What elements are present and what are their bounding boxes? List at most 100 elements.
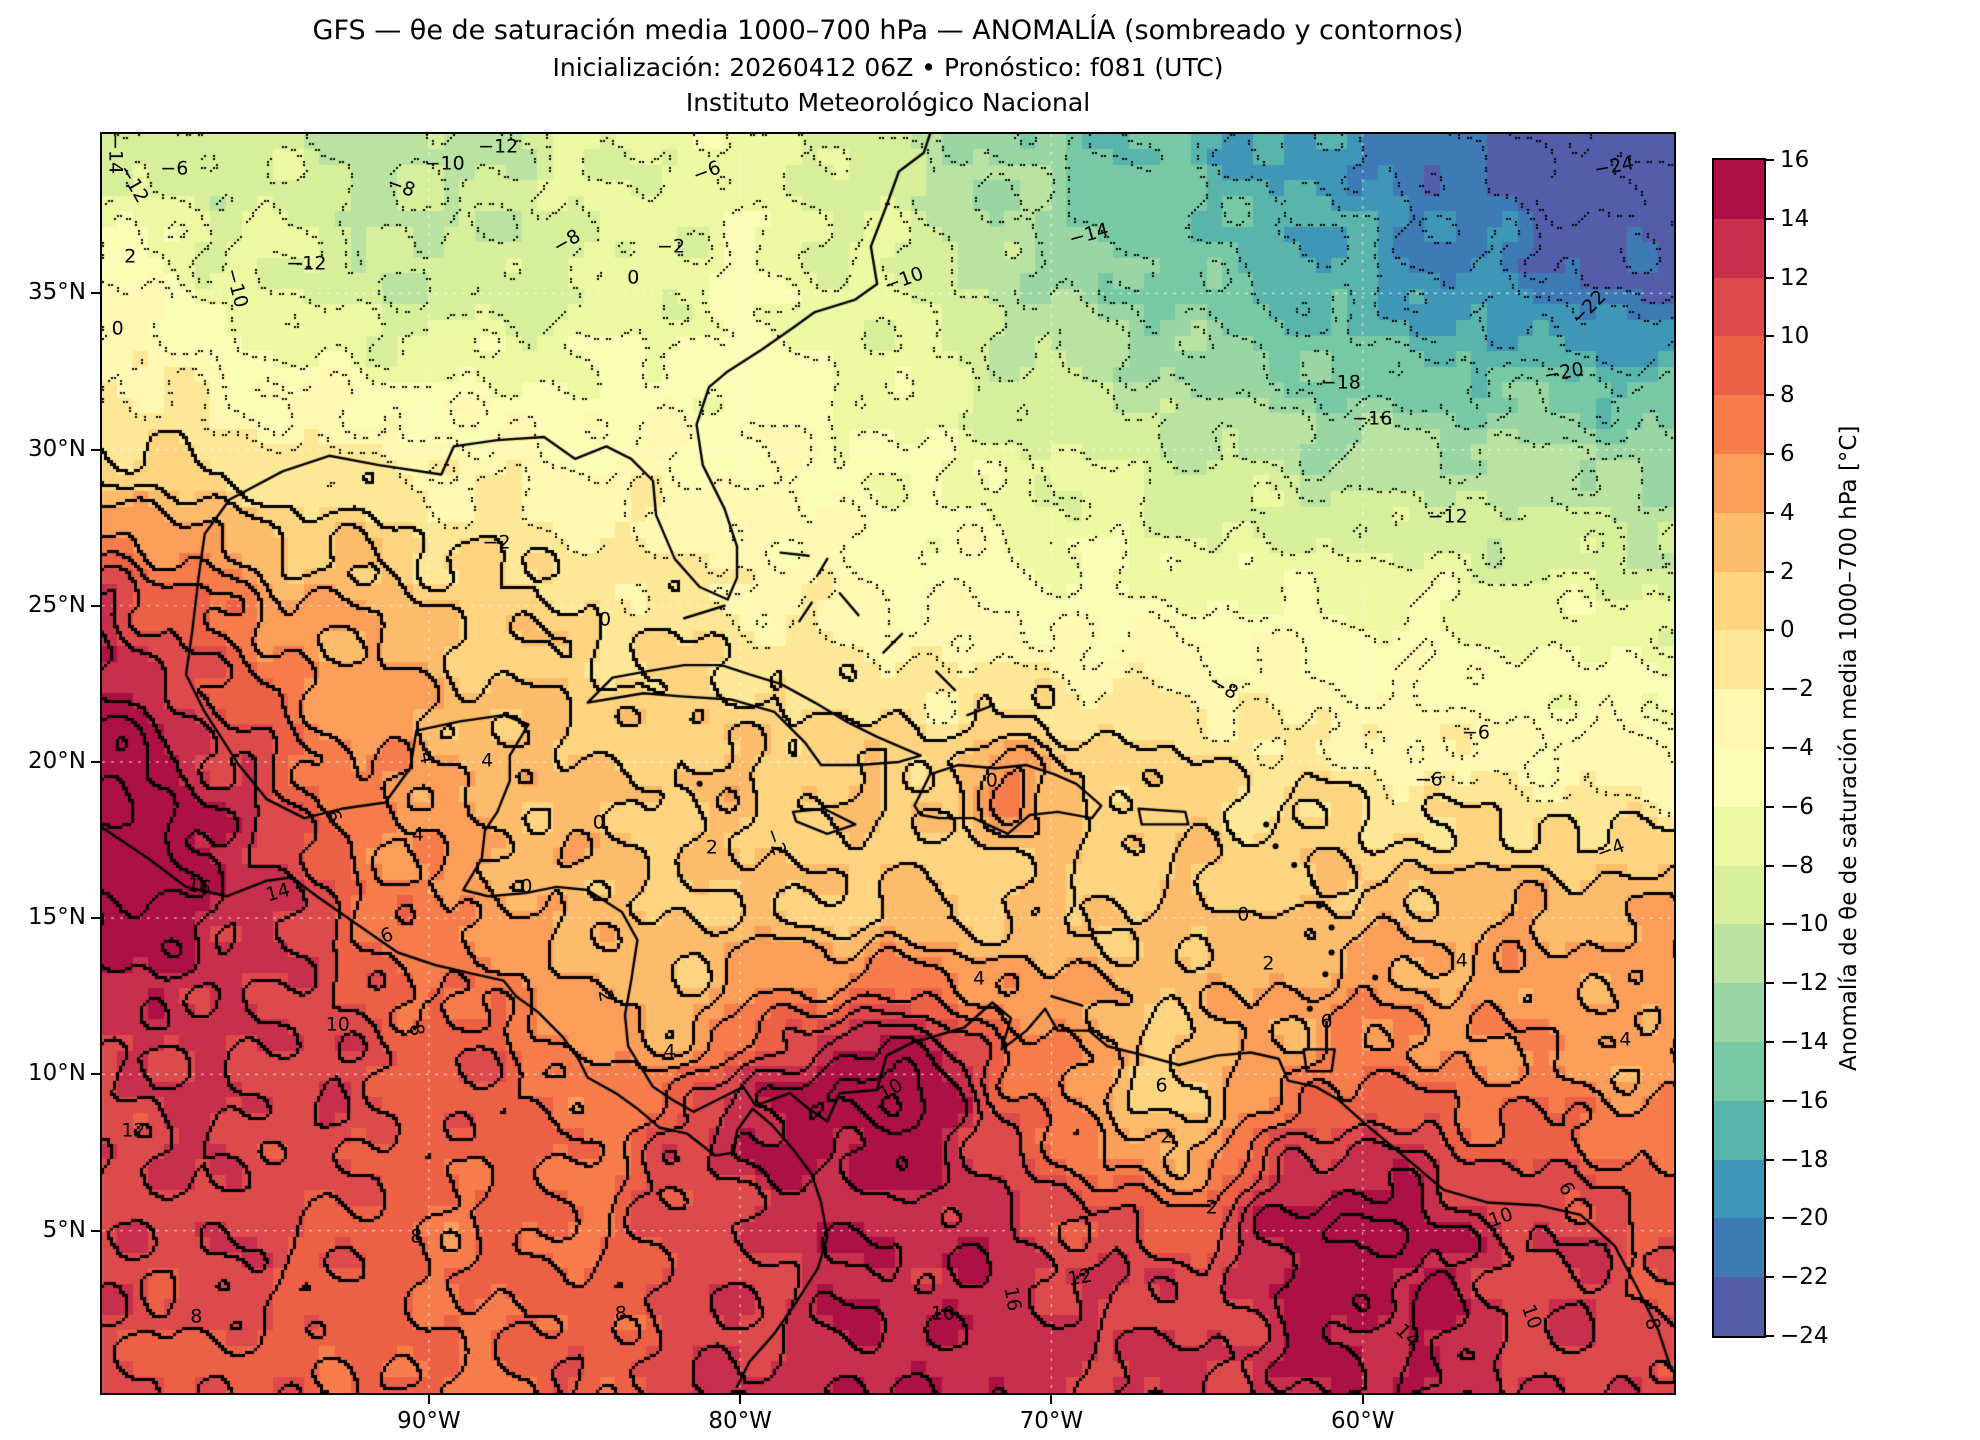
colorbar-tick [1766, 453, 1774, 455]
colorbar-tick-label: −2 [1780, 676, 1814, 703]
contour-label: 14 [1390, 1319, 1424, 1353]
colorbar-cell [1714, 1277, 1764, 1336]
colorbar-tick-label: −12 [1780, 970, 1829, 997]
x-tick-label: 60°W [1330, 1408, 1395, 1434]
contour-label: 4 [1455, 949, 1468, 972]
colorbar-cell [1714, 1041, 1764, 1101]
colorbar-tick-label: −24 [1780, 1323, 1829, 1349]
colorbar-tick [1766, 1335, 1774, 1337]
colorbar-tick [1766, 747, 1774, 749]
colorbar-cell [1714, 865, 1764, 925]
colorbar-tick [1766, 1158, 1774, 1161]
colorbar-tick-label: 2 [1780, 558, 1795, 585]
x-tick-label: 70°W [1019, 1408, 1084, 1434]
colorbar-tick [1766, 1276, 1774, 1279]
y-axis-tick [91, 760, 100, 763]
y-axis-tick [91, 292, 100, 295]
colorbar-tick [1766, 982, 1774, 985]
colorbar-cell [1714, 1159, 1764, 1219]
colorbar-tick [1766, 394, 1774, 397]
colorbar-cell [1714, 571, 1764, 631]
contour-label: −8 [1207, 670, 1243, 705]
contour-label: −10 [880, 262, 927, 297]
chart-titles: GFS — θe de saturación media 1000–700 hP… [100, 14, 1676, 118]
contour-label: −4 [1594, 834, 1628, 866]
x-axis-tick [739, 1395, 742, 1404]
y-tick-label: 35°N [28, 279, 86, 306]
contour-label: 4 [663, 1040, 676, 1063]
contour-label: 6 [376, 923, 396, 948]
anomaly-map-canvas [102, 134, 1674, 1393]
contour-label: 12 [121, 1119, 146, 1142]
colorbar-axis-label: Anomalía de θe de saturación media 1000–… [1836, 425, 1862, 1071]
colorbar-cell [1714, 983, 1764, 1042]
colorbar-tick-label: −22 [1780, 1264, 1829, 1291]
contour-label: 6 [1320, 1010, 1333, 1033]
contour-label: −6 [690, 156, 724, 187]
contour-label: 2 [705, 836, 718, 859]
y-tick-label: 30°N [28, 435, 86, 462]
contour-label: 14 [263, 878, 293, 907]
map-plot-area: −14 −12 −6 −8 −10 −12 −6 −8 −12 −10 0 −2 −14 −10 −24 −2… [100, 132, 1676, 1395]
contour-label: 10 [874, 1073, 907, 1105]
colorbar-cell [1714, 512, 1764, 572]
y-axis-tick [91, 1073, 100, 1076]
contour-label: 4 [481, 749, 494, 772]
contour-label: 8 [1640, 1315, 1665, 1332]
colorbar-tick [1766, 159, 1774, 161]
contour-label: −16 [1352, 407, 1393, 430]
colorbar-tick-label: 0 [1780, 617, 1795, 644]
y-axis-tick [91, 917, 100, 920]
colorbar-tick-label: −18 [1780, 1146, 1829, 1173]
contour-label: −20 [1542, 358, 1586, 388]
colorbar-cell [1714, 630, 1764, 690]
colorbar-tick-label: −20 [1780, 1205, 1829, 1232]
colorbar-tick [1766, 923, 1774, 926]
x-axis-tick [1050, 1395, 1053, 1404]
contour-label: 2 [593, 988, 618, 1005]
colorbar-tick [1766, 276, 1774, 279]
contour-label: 8 [614, 1302, 627, 1325]
colorbar-cell [1714, 924, 1764, 984]
contour-label: 8 [410, 1225, 423, 1248]
colorbar-cell [1714, 747, 1764, 807]
colorbar-cell [1714, 395, 1764, 454]
x-tick-label: 80°W [708, 1408, 772, 1434]
y-tick-label: 20°N [28, 747, 86, 774]
contour-label: −24 [1592, 151, 1636, 181]
contour-label: −14 [1066, 218, 1112, 251]
colorbar-cell [1714, 1100, 1764, 1160]
x-axis-tick [427, 1395, 430, 1404]
contour-label: 16 [999, 1284, 1026, 1313]
colorbar-tick-label: 14 [1780, 205, 1810, 232]
colorbar-tick [1766, 688, 1774, 691]
colorbar-cell [1714, 160, 1764, 219]
contour-label: 2 [1160, 1125, 1173, 1148]
colorbar-tick-label: 16 [1780, 147, 1810, 173]
colorbar-tick-label: 8 [1780, 382, 1795, 409]
colorbar [1712, 158, 1766, 1338]
contour-label: −2 [657, 235, 686, 258]
colorbar-tick [1766, 570, 1774, 573]
contour-label: −2 [760, 824, 791, 859]
colorbar-tick [1766, 1041, 1774, 1043]
contour-label: 12 [1065, 1264, 1094, 1291]
colorbar-tick-label: −6 [1780, 793, 1814, 820]
contour-label: 2 [1205, 1196, 1218, 1219]
contour-label: −12 [1427, 505, 1468, 528]
colorbar-tick [1766, 1099, 1774, 1102]
colorbar-tick-label: −4 [1780, 735, 1814, 761]
contour-label: 0 [592, 811, 605, 834]
y-tick-label: 10°N [28, 1060, 86, 1087]
contour-label: −6 [1414, 768, 1443, 791]
colorbar-cell [1714, 689, 1764, 748]
contour-label: 0 [1237, 903, 1250, 926]
y-axis-tick [91, 448, 100, 451]
contour-label: 0 [598, 608, 612, 631]
contour-label: −2 [482, 531, 511, 554]
colorbar-cell [1714, 277, 1764, 337]
contour-label: −18 [1320, 371, 1361, 394]
contour-label: −6 [1461, 721, 1490, 744]
colorbar-tick-label: 12 [1780, 264, 1810, 291]
contour-label: 6 [1155, 1074, 1168, 1097]
